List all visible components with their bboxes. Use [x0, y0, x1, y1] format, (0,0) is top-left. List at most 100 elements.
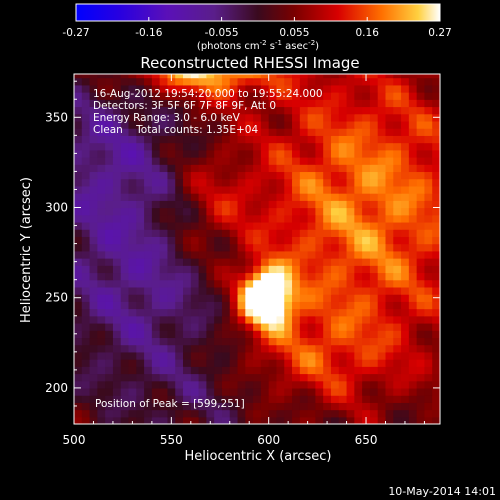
heatmap-cell [307, 221, 317, 230]
heatmap-cell [362, 344, 371, 353]
heatmap-cell [229, 142, 239, 151]
heatmap-cell [393, 373, 402, 382]
heatmap-cell [393, 113, 402, 122]
heatmap-cell [377, 74, 387, 79]
heatmap-cell [260, 200, 270, 209]
heatmap-cell [253, 185, 262, 194]
heatmap-cell [237, 149, 246, 158]
heatmap-cell [214, 409, 223, 418]
heatmap-cell [315, 416, 324, 424]
heatmap-cell [284, 351, 293, 360]
heatmap-cell [276, 308, 285, 317]
heatmap-cell [159, 286, 169, 295]
heatmap-cell [253, 265, 262, 274]
heatmap-cell [377, 315, 387, 324]
heatmap-cell [206, 229, 215, 237]
heatmap-cell [214, 135, 223, 144]
heatmap-cell [307, 200, 317, 209]
heatmap-cell [190, 250, 200, 259]
heatmap-cell [346, 286, 355, 295]
heatmap-cell [268, 92, 278, 100]
heatmap-cell [237, 178, 246, 187]
heatmap-cell [330, 373, 340, 382]
heatmap-cell [323, 171, 332, 180]
heatmap-cell [74, 185, 83, 194]
heatmap-cell [97, 265, 106, 274]
heatmap-cell [206, 395, 215, 403]
heatmap-cell [260, 351, 270, 360]
heatmap-cell [245, 113, 254, 122]
heatmap-cell [253, 243, 262, 252]
heatmap-cell [292, 308, 301, 317]
heatmap-cell [369, 149, 379, 158]
heatmap-cell [416, 135, 426, 144]
heatmap-cell [315, 229, 324, 237]
heatmap-cell [268, 243, 278, 252]
heatmap-cell [97, 366, 106, 375]
heatmap-cell [120, 84, 130, 93]
heatmap-cell [97, 351, 106, 360]
heatmap-cell [253, 84, 262, 93]
heatmap-cell [276, 330, 285, 339]
heatmap-cell [292, 92, 301, 100]
heatmap-cell [159, 416, 169, 424]
colorbar-units: (photons cm-2 s-1 asec-2) [197, 39, 319, 52]
heatmap-cell [237, 387, 246, 396]
heatmap-cell [299, 178, 309, 187]
heatmap-cell [260, 402, 270, 411]
heatmap-cell [393, 74, 402, 79]
heatmap-cell [190, 164, 200, 173]
heatmap-cell [245, 322, 254, 331]
heatmap-cell [307, 236, 317, 245]
heatmap-cell [354, 106, 363, 115]
heatmap-cell [167, 193, 176, 201]
heatmap-cell [330, 330, 340, 339]
heatmap-cell [175, 387, 184, 396]
heatmap-cell [369, 308, 379, 317]
heatmap-cell [237, 214, 246, 223]
heatmap-cell [214, 322, 223, 331]
heatmap-cell [330, 294, 340, 302]
heatmap-cell [151, 156, 161, 165]
heatmap-cell [206, 92, 215, 100]
colorbar-ticks: -0.27 -0.16 -0.055 0.055 0.16 0.27 [62, 17, 452, 39]
heatmap-cell [97, 344, 106, 353]
heatmap-cell [183, 395, 192, 403]
heatmap-cell [401, 156, 410, 165]
heatmap-cell [120, 250, 130, 259]
x-axis-label: Heliocentric X (arcsec) [185, 449, 332, 464]
heatmap-cell [432, 380, 440, 389]
heatmap-cell [190, 351, 200, 360]
heatmap-cell [401, 171, 410, 180]
heatmap-cell [408, 265, 418, 274]
heatmap-cell [299, 351, 309, 360]
heatmap-cell [401, 178, 410, 187]
heatmap-cell [424, 402, 433, 411]
heatmap-cell [206, 265, 215, 274]
heatmap-cell [175, 294, 184, 302]
heatmap-cell [330, 351, 340, 360]
heatmap-cell [74, 301, 83, 310]
heatmap-cell [276, 200, 285, 209]
heatmap-cell [221, 258, 231, 266]
heatmap-cell [401, 380, 410, 389]
heatmap-cell [432, 214, 440, 223]
heatmap-cell [315, 337, 324, 346]
heatmap-cell [198, 272, 207, 281]
heatmap-cell [206, 380, 215, 389]
heatmap-cell [276, 373, 285, 382]
heatmap-cell [136, 265, 145, 274]
heatmap-cell [253, 113, 262, 122]
heatmap-cell [144, 416, 153, 424]
heatmap-cell [408, 243, 418, 252]
heatmap-cell [323, 380, 332, 389]
heatmap-cell [214, 286, 223, 295]
heatmap-cell [307, 106, 317, 115]
heatmap-cell [74, 409, 83, 418]
heatmap-cell [408, 308, 418, 317]
heatmap-cell [74, 272, 83, 281]
heatmap-cell [276, 236, 285, 245]
heatmap-cell [401, 200, 410, 209]
heatmap-cell [97, 92, 106, 100]
heatmap-cell [307, 214, 317, 223]
